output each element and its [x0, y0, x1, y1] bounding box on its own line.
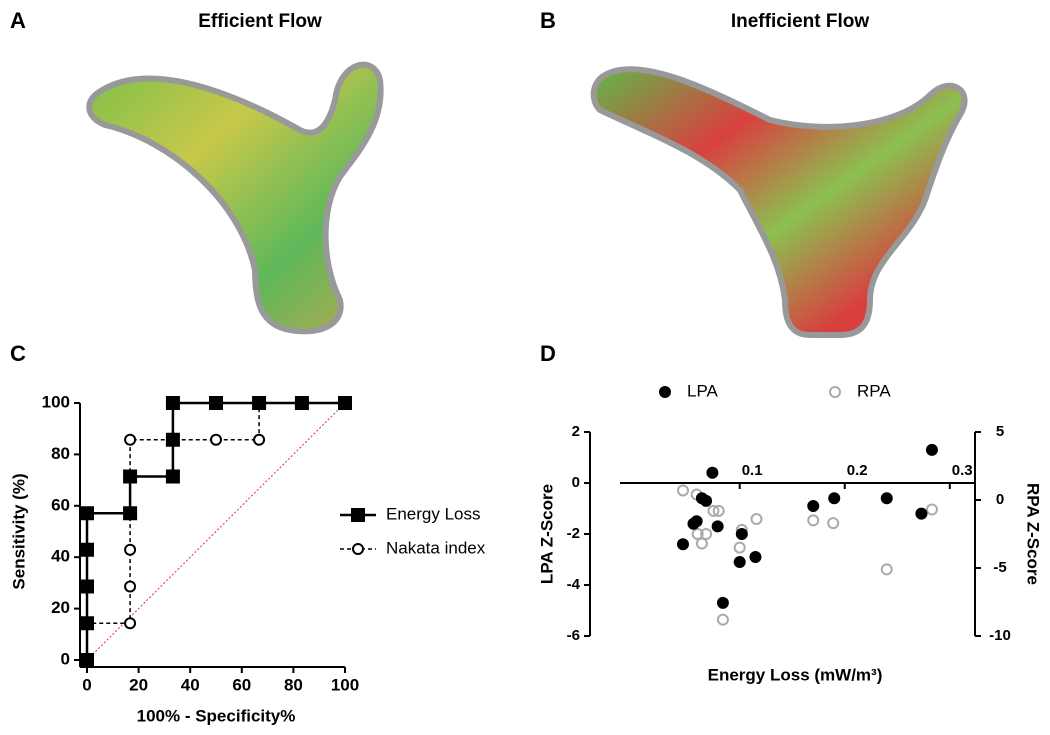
marker	[165, 469, 180, 484]
marker	[707, 504, 720, 517]
legend-marker	[351, 508, 365, 522]
panel-title: Efficient Flow	[198, 11, 322, 32]
x-tick-label: 0.2	[847, 462, 868, 479]
marker	[80, 542, 94, 557]
x-axis-label: Energy Loss (mW/m³)	[708, 665, 883, 684]
marker	[338, 396, 352, 410]
legend-label: Nakata index	[386, 538, 486, 557]
y-tick-label: 80	[51, 444, 70, 463]
y-tick-label: -2	[567, 525, 580, 542]
legend-marker	[352, 543, 364, 555]
x-tick-label: 40	[181, 675, 200, 694]
marker	[676, 484, 689, 497]
legend-label: Energy Loss	[386, 504, 481, 523]
y-tick-label: 0	[572, 474, 580, 491]
marker	[700, 494, 713, 507]
marker	[80, 616, 94, 631]
marker	[210, 433, 222, 446]
marker	[706, 466, 719, 479]
marker	[925, 443, 938, 456]
marker	[749, 550, 762, 563]
x-tick-label: 0.3	[952, 462, 973, 479]
y-tick-label: 40	[51, 547, 70, 566]
marker	[716, 596, 729, 609]
y2-tick-label: 0	[996, 491, 1004, 508]
marker	[827, 517, 840, 530]
panel-label: B	[540, 8, 556, 33]
marker	[124, 543, 137, 556]
x-tick-label: 60	[232, 675, 251, 694]
marker	[80, 653, 94, 667]
panel-label: D	[540, 341, 556, 366]
legend-marker	[829, 386, 841, 398]
marker	[735, 528, 748, 540]
marker	[880, 563, 893, 576]
y-tick-label: 20	[51, 598, 70, 617]
x-tick-label: 0	[82, 675, 91, 694]
y2-tick-label: -10	[989, 627, 1011, 644]
y-tick-label: -4	[567, 576, 581, 593]
panel-label: A	[10, 8, 26, 33]
marker	[750, 513, 763, 526]
marker	[880, 492, 893, 505]
marker	[294, 396, 309, 410]
marker	[925, 503, 938, 516]
legend-label: RPA	[857, 381, 891, 400]
y-axis-label: Sensitivity (%)	[9, 473, 28, 589]
x-tick-label: 100	[331, 675, 359, 694]
x-axis-label: 100% - Specificity%	[137, 706, 296, 725]
marker	[209, 396, 223, 410]
marker	[915, 507, 928, 520]
marker	[80, 506, 94, 521]
marker	[123, 506, 138, 521]
y-tick-label: 100	[42, 392, 70, 411]
y-tick-label: 2	[572, 423, 580, 440]
marker	[807, 514, 820, 527]
marker	[165, 396, 180, 410]
panel-title: Inefficient Flow	[731, 11, 870, 32]
marker	[712, 504, 725, 517]
series-line	[86, 403, 260, 660]
marker	[700, 528, 713, 540]
y2-axis-label: RPA Z-Score	[1024, 483, 1043, 585]
y-axis-label: LPA Z-Score	[537, 484, 556, 584]
panel-label: C	[10, 341, 26, 366]
x-tick-label: 0.1	[742, 462, 763, 479]
legend-marker	[659, 386, 671, 398]
marker	[124, 617, 137, 630]
marker	[80, 579, 94, 594]
marker	[690, 515, 703, 528]
y2-tick-label: -5	[993, 559, 1006, 576]
y-tick-label: 0	[61, 649, 70, 668]
y-tick-label: 60	[51, 495, 70, 514]
vessel-image	[590, 66, 968, 338]
marker	[691, 528, 704, 540]
marker	[711, 520, 724, 533]
y2-tick-label: 5	[996, 423, 1004, 440]
vessel-image	[86, 61, 384, 335]
marker	[733, 556, 746, 569]
marker	[165, 432, 180, 447]
marker	[828, 492, 841, 505]
y-tick-label: -6	[567, 627, 580, 644]
x-tick-label: 20	[129, 675, 148, 694]
marker	[695, 537, 708, 550]
marker	[124, 433, 137, 446]
legend-label: LPA	[687, 381, 719, 400]
marker	[123, 469, 138, 484]
marker	[733, 541, 746, 554]
marker	[252, 396, 267, 410]
marker	[124, 580, 137, 593]
marker	[253, 433, 266, 446]
marker	[716, 613, 729, 626]
marker	[676, 538, 689, 551]
marker	[807, 499, 820, 512]
x-tick-label: 80	[284, 675, 303, 694]
